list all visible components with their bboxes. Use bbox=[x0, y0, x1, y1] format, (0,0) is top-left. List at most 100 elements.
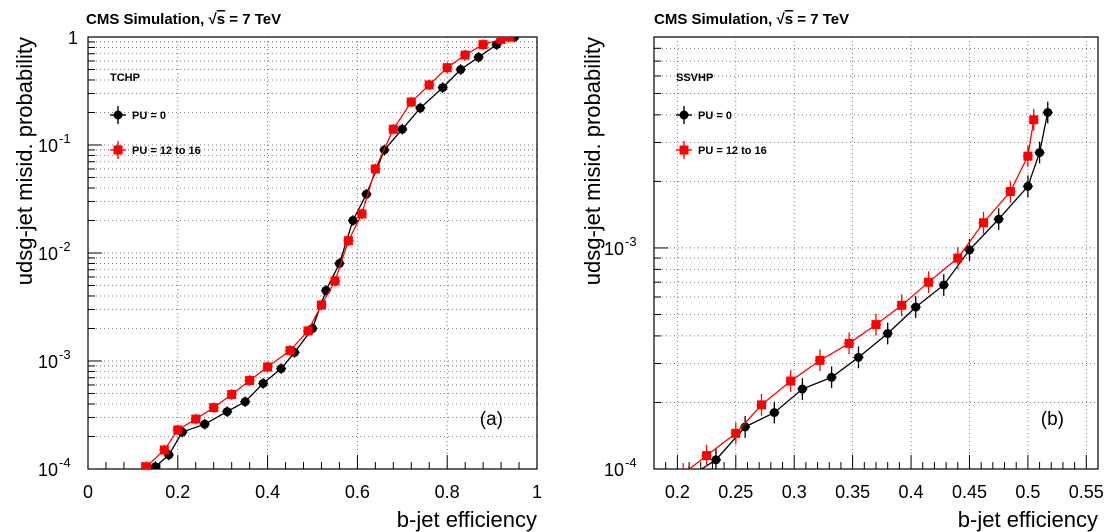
data-point bbox=[330, 276, 340, 286]
plot-frame bbox=[653, 36, 1099, 470]
tagger-label: SSVHP bbox=[676, 72, 713, 84]
data-point bbox=[1023, 181, 1033, 191]
y-tick-label: 10 -4 bbox=[38, 455, 71, 480]
series-line bbox=[154, 37, 515, 468]
legend-label: PU = 0 bbox=[698, 110, 732, 122]
data-point bbox=[173, 425, 183, 435]
data-point bbox=[1023, 151, 1033, 161]
data-point bbox=[505, 37, 515, 42]
data-point bbox=[953, 253, 963, 263]
chart-title: CMS Simulation, √s = 7 TeV bbox=[654, 11, 849, 28]
legend-label: PU = 12 to 16 bbox=[698, 145, 767, 157]
y-tick-base: 10 bbox=[38, 136, 58, 156]
title-root: √ bbox=[777, 11, 786, 28]
data-point bbox=[285, 346, 295, 356]
data-point bbox=[964, 245, 974, 255]
data-point bbox=[756, 400, 766, 410]
x-tick-label: 0.4 bbox=[255, 482, 280, 502]
data-point bbox=[827, 372, 837, 382]
legend-marker bbox=[113, 145, 123, 155]
data-point bbox=[222, 407, 232, 417]
grid bbox=[88, 37, 537, 469]
data-point bbox=[141, 462, 151, 469]
data-point bbox=[815, 355, 825, 365]
y-tick-base: 10 bbox=[38, 244, 58, 264]
y-tick-label: 10 -1 bbox=[38, 131, 71, 156]
x-tick-label: 0.6 bbox=[345, 482, 370, 502]
legend-entry-1: PU = 0 bbox=[676, 106, 732, 124]
y-tick-exponent: -4 bbox=[59, 455, 71, 470]
data-point bbox=[442, 63, 452, 73]
data-point bbox=[786, 376, 796, 386]
title-root-arg: s bbox=[217, 11, 225, 28]
data-point bbox=[370, 164, 380, 174]
x-ticks bbox=[665, 455, 1099, 469]
data-point bbox=[883, 329, 893, 339]
x-axis-title: b-jet efficiency bbox=[958, 507, 1098, 532]
series-line bbox=[700, 112, 1049, 469]
data-point bbox=[939, 280, 949, 290]
y-tick-exponent: -3 bbox=[59, 347, 71, 362]
data-point bbox=[871, 320, 881, 330]
data-point bbox=[240, 397, 250, 407]
y-tick-label: 10 -4 bbox=[604, 455, 637, 480]
y-tick-exponent: -1 bbox=[59, 131, 71, 146]
data-point bbox=[797, 384, 807, 394]
series-1 bbox=[150, 37, 520, 469]
x-tick-label: 0.2 bbox=[165, 482, 190, 502]
y-tick-exponent: -2 bbox=[59, 239, 71, 254]
data-point bbox=[924, 277, 934, 287]
data-point bbox=[245, 375, 255, 385]
y-tick-label: 10 -3 bbox=[38, 347, 71, 372]
series-line bbox=[145, 37, 511, 468]
data-point bbox=[844, 338, 854, 348]
data-point bbox=[911, 302, 921, 312]
title-root-arg: s bbox=[785, 11, 793, 28]
data-point bbox=[769, 408, 779, 418]
legend-label: PU = 12 to 16 bbox=[132, 145, 201, 157]
y-tick-label: 10 -2 bbox=[38, 239, 71, 264]
data-point bbox=[731, 428, 741, 438]
series-1 bbox=[685, 101, 1053, 482]
data-point bbox=[1035, 148, 1045, 158]
legend-label: PU = 0 bbox=[132, 110, 166, 122]
title-lead: CMS Simulation, bbox=[86, 11, 209, 28]
series-2 bbox=[141, 37, 516, 469]
data-point bbox=[209, 403, 219, 413]
data-point bbox=[685, 473, 694, 482]
data-point bbox=[456, 65, 466, 75]
x-tick-label: 0.4 bbox=[899, 482, 924, 502]
data-point bbox=[1043, 107, 1053, 117]
y-tick-label: 1 bbox=[68, 28, 78, 48]
panel-label: (a) bbox=[480, 409, 503, 430]
legend-marker bbox=[679, 145, 689, 155]
tagger-label: TCHP bbox=[110, 72, 140, 84]
data-point bbox=[200, 419, 210, 429]
data-point bbox=[679, 469, 688, 478]
data-point bbox=[474, 52, 484, 62]
grid bbox=[654, 37, 1098, 469]
data-point bbox=[438, 83, 448, 93]
data-point bbox=[415, 103, 425, 113]
data-point bbox=[303, 326, 313, 336]
data-point bbox=[348, 215, 358, 225]
data-point bbox=[460, 50, 470, 60]
panel-label: (b) bbox=[1041, 409, 1064, 430]
legend-entry-2: PU = 12 to 16 bbox=[676, 141, 767, 159]
y-tick-text: 1 bbox=[68, 28, 78, 48]
title-root: √ bbox=[209, 11, 218, 28]
data-point bbox=[897, 300, 907, 310]
y-tick-base: 10 bbox=[604, 239, 624, 259]
data-point bbox=[263, 362, 273, 372]
y-tick-exponent: -3 bbox=[625, 234, 637, 249]
chart-title: CMS Simulation, √s = 7 TeV bbox=[86, 11, 281, 28]
y-tick-base: 10 bbox=[38, 352, 58, 372]
data-point bbox=[191, 414, 201, 424]
series-2 bbox=[679, 108, 1039, 478]
data-point bbox=[1029, 115, 1039, 125]
y-tick-exponent: -4 bbox=[625, 455, 637, 470]
title-lead: CMS Simulation, bbox=[654, 11, 777, 28]
legend-marker bbox=[679, 110, 689, 120]
data-point bbox=[159, 445, 169, 455]
